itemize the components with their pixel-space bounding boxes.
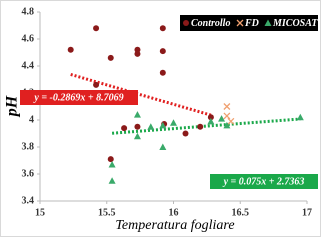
point <box>121 125 128 132</box>
y-tick-label: 4.6 <box>22 33 35 44</box>
point <box>159 121 167 129</box>
legend-box <box>180 15 318 31</box>
y-tick-label: 4.4 <box>22 60 35 71</box>
point <box>227 117 235 125</box>
equation-label: y = -0.2869x + 8.7069 <box>33 92 123 103</box>
point <box>67 46 74 53</box>
equation-label: y = 0.075x + 2.7363 <box>223 176 305 187</box>
point <box>134 123 141 130</box>
x-tick-label: 17 <box>302 207 312 218</box>
equation-box <box>210 174 318 189</box>
point <box>93 25 100 32</box>
point <box>107 156 114 163</box>
point <box>223 103 231 110</box>
point <box>108 177 116 184</box>
x-tick-label: 15 <box>35 207 45 218</box>
point <box>236 19 244 27</box>
point <box>134 50 141 57</box>
y-tick-label: 4 <box>29 114 34 125</box>
point <box>207 117 215 125</box>
point <box>133 111 141 118</box>
point <box>264 19 272 26</box>
trendline <box>111 117 301 135</box>
x-axis-title: Temperatura fogliare <box>115 218 234 233</box>
legend-label: Controllo <box>191 18 230 29</box>
point <box>296 113 304 121</box>
equation-box <box>20 90 138 105</box>
trendline <box>70 73 212 117</box>
point <box>147 123 155 130</box>
legend: Controllo FD MICOSAT <box>180 15 318 31</box>
point <box>197 123 204 130</box>
x-tick-label: 16 <box>169 207 179 218</box>
legend-label: FD <box>244 18 259 29</box>
y-axis-title: pH <box>4 95 21 118</box>
point <box>159 143 167 150</box>
point <box>159 48 166 55</box>
point <box>170 119 177 126</box>
x-tick-label: 16.5 <box>232 207 250 218</box>
point <box>107 54 114 61</box>
point <box>159 25 166 32</box>
point <box>223 121 231 129</box>
point <box>223 112 231 120</box>
point <box>159 69 166 76</box>
legend-label: MICOSAT <box>272 18 318 29</box>
y-tick-label: 3.4 <box>22 195 35 206</box>
y-tick-label: 3.8 <box>22 141 35 152</box>
x-tick-label: 15.5 <box>98 207 116 218</box>
point <box>207 114 214 121</box>
y-tick-label: 3.6 <box>22 168 35 179</box>
point <box>182 130 189 137</box>
y-tick-label: 4.8 <box>22 6 35 17</box>
point <box>108 161 116 168</box>
point <box>183 20 189 26</box>
point <box>93 81 100 88</box>
point <box>218 115 226 122</box>
point <box>133 132 141 140</box>
